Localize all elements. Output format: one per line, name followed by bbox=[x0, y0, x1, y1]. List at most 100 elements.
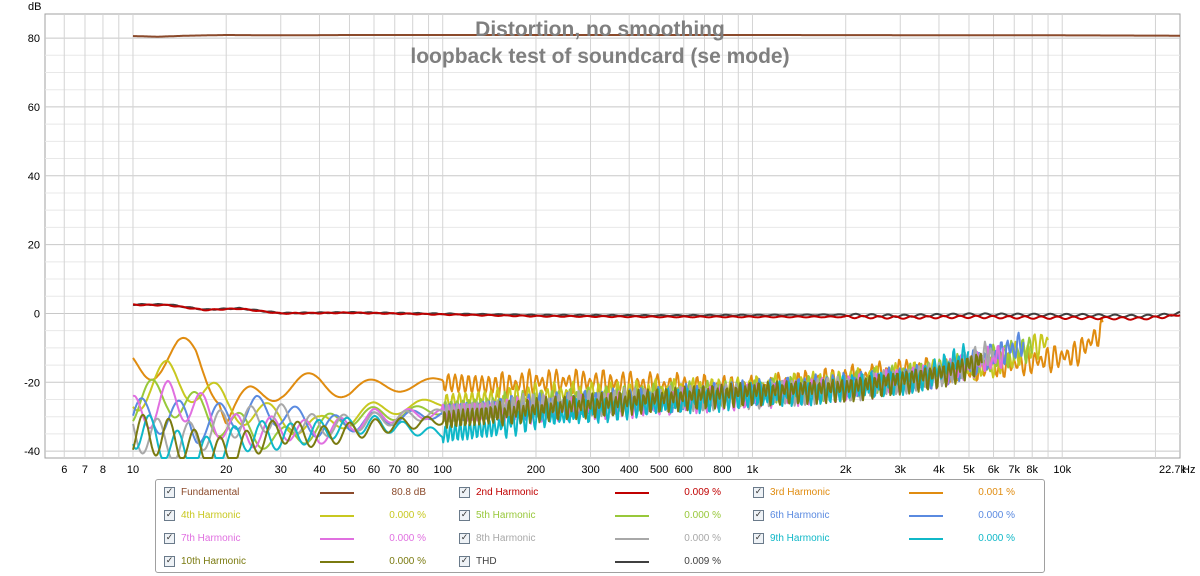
legend-item: ✓ 3rd Harmonic 0.001 % bbox=[753, 484, 1043, 504]
legend-label: 9th Harmonic bbox=[770, 533, 830, 544]
x-tick-label: 80 bbox=[407, 464, 419, 476]
x-tick-label: 60 bbox=[368, 464, 380, 476]
x-tick-label: 400 bbox=[620, 464, 638, 476]
legend-value: 0.001 % bbox=[978, 487, 1015, 498]
legend-item: ✓ 10th Harmonic 0.000 % bbox=[164, 553, 454, 573]
legend-swatch bbox=[615, 515, 649, 517]
legend-label: 3rd Harmonic bbox=[770, 487, 831, 498]
legend-value: 0.000 % bbox=[684, 533, 721, 544]
legend-checkbox[interactable]: ✓ bbox=[753, 487, 764, 498]
legend-swatch bbox=[909, 538, 943, 540]
legend-checkbox[interactable]: ✓ bbox=[459, 510, 470, 521]
x-tick-label: 70 bbox=[389, 464, 401, 476]
x-tick-label: 30 bbox=[275, 464, 287, 476]
series-line-2nd-harmonic bbox=[133, 303, 1181, 321]
legend-item: ✓ 7th Harmonic 0.000 % bbox=[164, 530, 454, 550]
legend-item: ✓ 8th Harmonic 0.000 % bbox=[459, 530, 749, 550]
x-tick-label: 7k bbox=[1008, 464, 1020, 476]
series-line-10th-harmonic bbox=[132, 352, 983, 459]
legend-swatch bbox=[320, 492, 354, 494]
x-tick-label: 500 bbox=[650, 464, 668, 476]
x-tick-label: 8k bbox=[1026, 464, 1038, 476]
legend-value: 0.009 % bbox=[684, 487, 721, 498]
legend-checkbox[interactable]: ✓ bbox=[459, 533, 470, 544]
x-tick-label: 300 bbox=[581, 464, 599, 476]
chart-title: Distortion, no smoothing bbox=[475, 18, 725, 41]
legend-swatch bbox=[909, 515, 943, 517]
legend-value: 0.000 % bbox=[978, 533, 1015, 544]
y-tick-label: 80 bbox=[28, 33, 40, 45]
x-tick-label: 800 bbox=[713, 464, 731, 476]
legend-value: 0.009 % bbox=[684, 556, 721, 567]
legend-swatch bbox=[320, 561, 354, 563]
legend-checkbox[interactable]: ✓ bbox=[164, 533, 175, 544]
x-tick-label: 7 bbox=[82, 464, 88, 476]
y-tick-label: 40 bbox=[28, 171, 40, 183]
legend-checkbox[interactable]: ✓ bbox=[459, 487, 470, 498]
x-tick-label: 3k bbox=[894, 464, 906, 476]
y-axis-label: dB bbox=[28, 1, 41, 13]
y-tick-label: -20 bbox=[24, 377, 40, 389]
y-tick-label: -40 bbox=[24, 446, 40, 458]
x-tick-label: 10 bbox=[127, 464, 139, 476]
y-tick-label: 60 bbox=[28, 102, 40, 114]
legend-value: 0.000 % bbox=[389, 510, 426, 521]
legend-swatch bbox=[320, 538, 354, 540]
legend-label: 8th Harmonic bbox=[476, 533, 536, 544]
legend-checkbox[interactable]: ✓ bbox=[164, 487, 175, 498]
x-tick-label: 600 bbox=[675, 464, 693, 476]
legend-label: 6th Harmonic bbox=[770, 510, 830, 521]
x-tick-label: 10k bbox=[1053, 464, 1071, 476]
legend-item: ✓ 5th Harmonic 0.000 % bbox=[459, 507, 749, 527]
legend-label: 4th Harmonic bbox=[181, 510, 241, 521]
x-tick-label: 40 bbox=[313, 464, 325, 476]
y-tick-label: 20 bbox=[28, 240, 40, 252]
series-line-9th-harmonic bbox=[132, 343, 970, 459]
legend-value: 0.000 % bbox=[389, 533, 426, 544]
legend-item: ✓ 9th Harmonic 0.000 % bbox=[753, 530, 1043, 550]
legend-label: 10th Harmonic bbox=[181, 556, 247, 567]
legend-value: 0.000 % bbox=[684, 510, 721, 521]
legend-swatch bbox=[909, 492, 943, 494]
legend-item: ✓ THD 0.009 % bbox=[459, 553, 749, 573]
x-tick-label: 2k bbox=[840, 464, 852, 476]
legend-swatch bbox=[320, 515, 354, 517]
x-tick-label: 4k bbox=[933, 464, 945, 476]
legend-checkbox[interactable]: ✓ bbox=[459, 556, 470, 567]
x-tick-label: 6 bbox=[61, 464, 67, 476]
x-tick-label: 6k bbox=[988, 464, 1000, 476]
legend-item: ✓ 4th Harmonic 0.000 % bbox=[164, 507, 454, 527]
legend-swatch bbox=[615, 561, 649, 563]
legend-label: 7th Harmonic bbox=[181, 533, 241, 544]
legend: ✓ Fundamental 80.8 dB ✓ 2nd Harmonic 0.009 % ✓… bbox=[155, 479, 1045, 573]
legend-item: ✓ 2nd Harmonic 0.009 % bbox=[459, 484, 749, 504]
x-tick-label: 200 bbox=[527, 464, 545, 476]
legend-checkbox[interactable]: ✓ bbox=[753, 533, 764, 544]
legend-item: ✓ 6th Harmonic 0.000 % bbox=[753, 507, 1043, 527]
legend-checkbox[interactable]: ✓ bbox=[164, 510, 175, 521]
x-tick-label: 50 bbox=[343, 464, 355, 476]
x-axis-unit: Hz bbox=[1182, 464, 1195, 476]
legend-label: 5th Harmonic bbox=[476, 510, 536, 521]
y-tick-label: 0 bbox=[34, 308, 40, 320]
legend-swatch bbox=[615, 492, 649, 494]
legend-item: ✓ Fundamental 80.8 dB bbox=[164, 484, 454, 504]
legend-label: THD bbox=[476, 556, 497, 567]
legend-value: 0.000 % bbox=[978, 510, 1015, 521]
chart-subtitle: loopback test of soundcard (se mode) bbox=[410, 45, 789, 68]
x-tick-label: 100 bbox=[434, 464, 452, 476]
legend-label: Fundamental bbox=[181, 487, 240, 498]
x-tick-label: 5k bbox=[963, 464, 975, 476]
legend-checkbox[interactable]: ✓ bbox=[753, 510, 764, 521]
series-layer bbox=[132, 34, 1181, 459]
y-axis: 80 60 40 20 0 -20 -40 bbox=[24, 33, 40, 458]
x-axis: 6 7 8 10 20 30 40 50 60 70 80 100 200 300 400 500 600 800… bbox=[61, 464, 1186, 476]
legend-value: 0.000 % bbox=[389, 556, 426, 567]
legend-swatch bbox=[615, 538, 649, 540]
legend-checkbox[interactable]: ✓ bbox=[164, 556, 175, 567]
x-tick-label: 20 bbox=[220, 464, 232, 476]
x-tick-label: 22.7k bbox=[1159, 464, 1186, 476]
legend-value: 80.8 dB bbox=[391, 487, 426, 498]
x-tick-label: 8 bbox=[100, 464, 106, 476]
